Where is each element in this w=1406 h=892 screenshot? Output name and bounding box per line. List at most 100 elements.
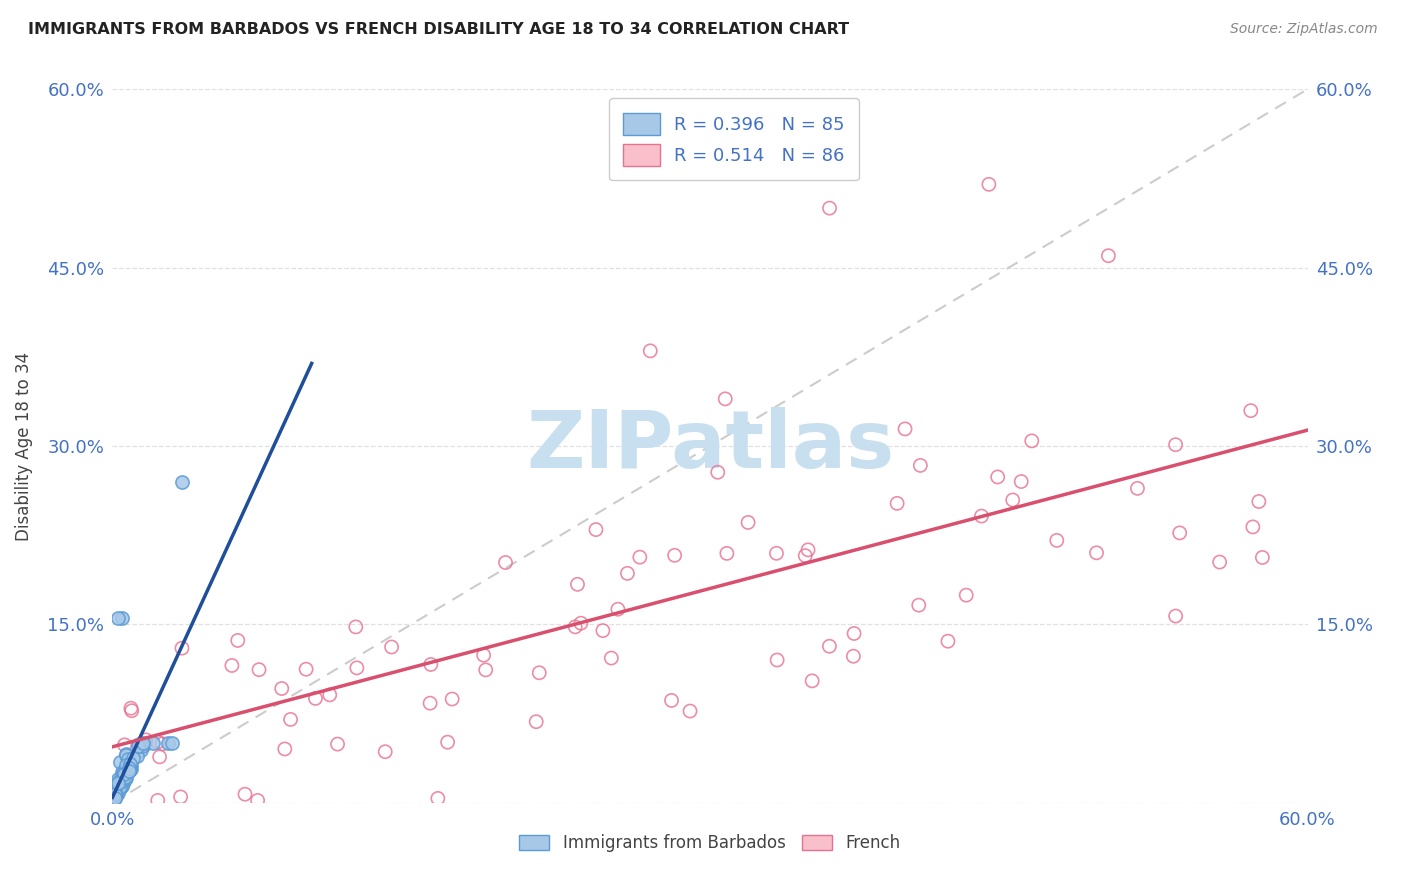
Point (105, 776, 128, 790)
Point (146, 735, 169, 749)
Point (226, 633, 249, 648)
Point (1001, 493, 1024, 508)
Point (114, 761, 136, 775)
Point (818, 201, 841, 215)
Point (103, 790, 125, 805)
Point (135, 732, 157, 747)
Point (110, 756, 132, 770)
Point (127, 739, 149, 753)
Point (716, 546, 738, 560)
Point (115, 771, 138, 785)
Point (628, 550, 651, 565)
Point (304, 691, 326, 706)
Point (111, 764, 134, 779)
Point (112, 774, 135, 789)
Point (120, 761, 142, 775)
Point (107, 784, 129, 798)
Point (132, 738, 155, 752)
Point (1247, 494, 1270, 508)
Point (112, 767, 135, 781)
Point (121, 750, 143, 764)
Point (894, 422, 917, 436)
Point (104, 787, 127, 801)
Point (436, 735, 458, 749)
Point (103, 788, 125, 802)
Point (714, 392, 737, 406)
Point (104, 784, 127, 798)
Point (120, 701, 142, 715)
Legend: Immigrants from Barbados, French: Immigrants from Barbados, French (513, 828, 907, 859)
Point (1046, 533, 1069, 548)
Point (108, 774, 131, 789)
Point (1208, 555, 1230, 569)
Point (319, 688, 342, 702)
Point (567, 577, 589, 591)
Point (910, 458, 932, 473)
Point (103, 791, 125, 805)
Point (1240, 403, 1263, 417)
Point (1251, 550, 1274, 565)
Point (426, 791, 449, 805)
Point (524, 714, 547, 729)
Point (842, 649, 865, 664)
Point (246, 793, 269, 807)
Point (529, 665, 551, 680)
Point (115, 768, 138, 782)
Point (801, 673, 824, 688)
Point (117, 764, 139, 779)
Point (111, 778, 134, 792)
Point (585, 523, 607, 537)
Point (121, 704, 143, 718)
Point (103, 791, 125, 805)
Point (114, 772, 136, 786)
Point (233, 787, 256, 801)
Point (842, 626, 865, 640)
Point (105, 787, 128, 801)
Point (108, 772, 131, 787)
Point (110, 776, 132, 790)
Point (1010, 475, 1032, 489)
Point (118, 755, 141, 769)
Point (120, 759, 142, 773)
Point (107, 786, 129, 800)
Point (105, 789, 128, 803)
Point (955, 588, 977, 602)
Y-axis label: Disability Age 18 to 34: Disability Age 18 to 34 (15, 351, 34, 541)
Point (105, 780, 128, 795)
Point (270, 681, 292, 696)
Point (346, 661, 368, 675)
Text: IMMIGRANTS FROM BARBADOS VS FRENCH DISABILITY AGE 18 TO 34 CORRELATION CHART: IMMIGRANTS FROM BARBADOS VS FRENCH DISAB… (28, 22, 849, 37)
Point (115, 764, 138, 779)
Point (142, 736, 165, 750)
Point (111, 771, 134, 785)
Point (564, 620, 586, 634)
Point (156, 736, 179, 750)
Point (569, 616, 592, 631)
Point (107, 780, 129, 795)
Point (169, 789, 191, 804)
Point (295, 662, 318, 676)
Point (886, 496, 908, 510)
Point (970, 509, 993, 524)
Point (907, 598, 929, 612)
Point (112, 776, 135, 790)
Point (1241, 520, 1264, 534)
Point (108, 780, 131, 795)
Point (111, 765, 134, 780)
Point (152, 737, 174, 751)
Point (114, 770, 136, 784)
Point (170, 641, 193, 656)
Point (977, 178, 1000, 192)
Point (112, 773, 135, 788)
Point (160, 736, 183, 750)
Point (737, 516, 759, 530)
Point (111, 611, 134, 625)
Point (1164, 438, 1187, 452)
Point (344, 620, 367, 634)
Point (381, 640, 404, 654)
Point (118, 761, 141, 775)
Point (1164, 609, 1187, 624)
Point (172, 475, 194, 489)
Point (110, 778, 132, 792)
Point (120, 762, 142, 776)
